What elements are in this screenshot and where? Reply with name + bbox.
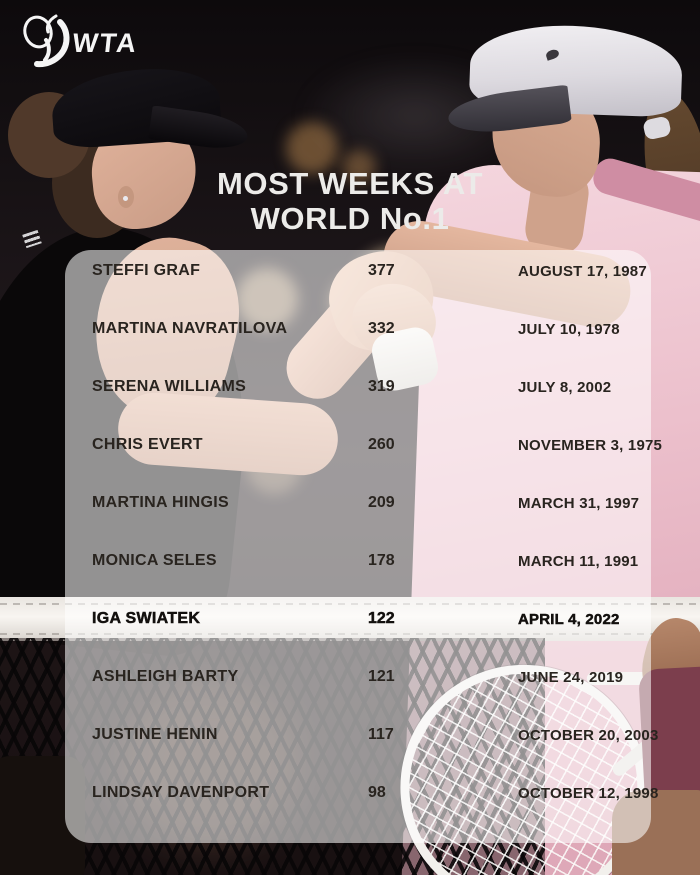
- player-name: MARTINA NAVRATILOVA: [92, 320, 288, 337]
- weeks-count: 122: [368, 610, 395, 628]
- date-reached: JUNE 24, 2019: [518, 668, 624, 686]
- table-row: LINDSAY DAVENPORT 98 OCTOBER 12, 1998: [65, 764, 662, 822]
- wta-logo: WTA: [23, 14, 140, 68]
- rankings-table: STEFFI GRAF 377 AUGUST 17, 1987 MARTINA …: [65, 242, 662, 822]
- wta-logo-text: WTA: [71, 27, 140, 58]
- weeks-count: 260: [368, 436, 395, 453]
- bokeh-light: [286, 122, 338, 174]
- weeks-count: 209: [368, 494, 395, 511]
- player-name: SERENA WILLIAMS: [92, 378, 247, 395]
- table-row: STEFFI GRAF 377 AUGUST 17, 1987: [65, 242, 662, 300]
- date-reached: JULY 8, 2002: [518, 378, 612, 396]
- player-name: ASHLEIGH BARTY: [92, 668, 239, 685]
- weeks-count: 178: [368, 552, 395, 569]
- date-reached: MARCH 11, 1991: [518, 552, 639, 570]
- date-reached: OCTOBER 20, 2003: [518, 726, 659, 744]
- stats-panel: [65, 250, 651, 843]
- date-reached: APRIL 4, 2022: [518, 610, 620, 628]
- date-reached: JULY 10, 1978: [518, 320, 620, 338]
- weeks-count: 377: [368, 262, 395, 279]
- player-name: CHRIS EVERT: [92, 436, 203, 453]
- date-reached: OCTOBER 12, 1998: [518, 784, 659, 802]
- weeks-count: 98: [368, 784, 386, 801]
- weeks-count: 117: [368, 726, 394, 743]
- table-row: MONICA SELES 178 MARCH 11, 1991: [65, 532, 662, 590]
- table-row: JUSTINE HENIN 117 OCTOBER 20, 2003: [65, 706, 662, 764]
- player-name: MARTINA HINGIS: [92, 494, 229, 511]
- date-reached: NOVEMBER 3, 1975: [518, 436, 663, 454]
- weeks-count: 319: [368, 378, 395, 395]
- player-name: JUSTINE HENIN: [92, 726, 218, 743]
- title-line-2: WORLD No.1: [250, 201, 450, 236]
- bokeh-light: [342, 150, 376, 184]
- table-row: ASHLEIGH BARTY 121 JUNE 24, 2019: [65, 648, 662, 706]
- table-row: CHRIS EVERT 260 NOVEMBER 3, 1975: [65, 416, 662, 474]
- wta-emblem-player-icon: [23, 14, 70, 68]
- player-name: MONICA SELES: [92, 552, 217, 569]
- player-name: IGA SWIATEK: [92, 610, 201, 628]
- date-reached: MARCH 31, 1997: [518, 494, 640, 512]
- player-name: STEFFI GRAF: [92, 262, 201, 279]
- title-line-1: MOST WEEKS AT: [216, 166, 484, 201]
- table-row: MARTINA NAVRATILOVA 332 JULY 10, 1978: [65, 300, 662, 358]
- player-left-earring: [123, 196, 128, 201]
- weeks-count: 332: [368, 320, 395, 337]
- table-row: IGA SWIATEK 122 APRIL 4, 2022: [65, 590, 662, 648]
- table-row: MARTINA HINGIS 209 MARCH 31, 1997: [65, 474, 662, 532]
- table-row: SERENA WILLIAMS 319 JULY 8, 2002: [65, 358, 662, 416]
- page-title: MOST WEEKS AT WORLD No.1: [0, 166, 700, 236]
- date-reached: AUGUST 17, 1987: [518, 262, 647, 280]
- player-name: LINDSAY DAVENPORT: [92, 784, 270, 801]
- weeks-count: 121: [368, 668, 395, 685]
